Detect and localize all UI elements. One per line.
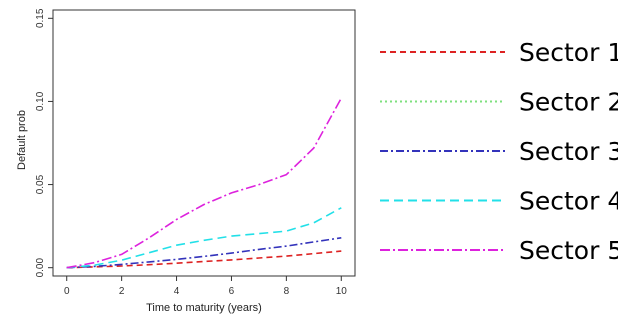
legend-label: Sector 5 <box>519 236 618 265</box>
series-line-1 <box>66 250 342 269</box>
y-tick-label: 0.05 <box>35 174 46 194</box>
x-tick-label: 0 <box>64 286 70 297</box>
x-tick-label: 8 <box>284 286 290 297</box>
x-axis-label: Time to maturity (years) <box>146 302 262 314</box>
series-line-3 <box>66 237 342 269</box>
plot-frame <box>52 9 356 277</box>
y-tick-label: 0.15 <box>35 8 46 28</box>
legend-label: Sector 3 <box>519 137 618 166</box>
x-tick-label: 10 <box>336 286 348 297</box>
series-line-4 <box>66 207 342 269</box>
y-tick-label: 0.10 <box>35 91 46 111</box>
legend: Sector 1 Sector 2 Sector 3 Sector 4 Sector 5 <box>380 38 618 265</box>
axes: 0 2 4 6 8 10 0.00 0.05 0.10 0.15 <box>35 8 356 297</box>
x-tick-label: 2 <box>119 286 125 297</box>
y-tick-label: 0.00 <box>35 258 46 278</box>
series-line-5 <box>66 97 343 269</box>
x-tick-label: 4 <box>174 286 180 297</box>
y-axis-label: Default prob <box>16 110 28 170</box>
legend-label: Sector 2 <box>519 88 618 117</box>
legend-label: Sector 4 <box>519 187 618 216</box>
legend-label: Sector 1 <box>519 38 618 67</box>
x-tick-label: 6 <box>229 286 235 297</box>
plot-area <box>66 97 343 269</box>
